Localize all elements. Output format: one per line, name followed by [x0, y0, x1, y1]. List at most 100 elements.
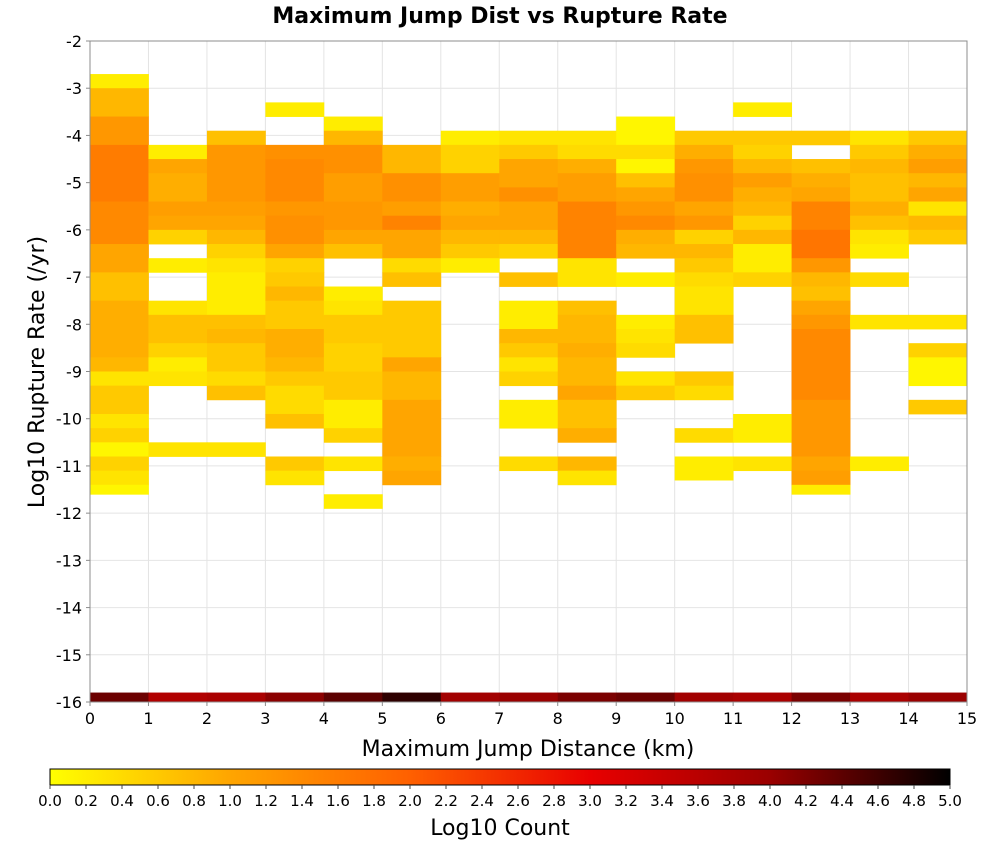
heatmap-cell — [557, 144, 617, 160]
heatmap-cell — [674, 286, 734, 316]
heatmap-cell — [206, 385, 266, 401]
heatmap-cell — [791, 187, 851, 202]
heatmap-cell — [733, 102, 792, 117]
y-tick-label: -11 — [56, 457, 82, 476]
heatmap-cell — [791, 314, 851, 330]
heatmap-cell — [791, 201, 851, 231]
heatmap-cell — [557, 159, 617, 174]
heatmap-cell — [382, 229, 442, 259]
heatmap-cell — [616, 116, 676, 146]
heatmap-cell — [148, 201, 208, 217]
colorbar-tick-label: 2.2 — [434, 792, 458, 810]
heatmap-cell — [557, 173, 617, 202]
y-tick-label: -5 — [66, 174, 82, 193]
heatmap-cell — [499, 229, 559, 245]
heatmap-cell — [382, 300, 442, 358]
x-tick-label: 1 — [143, 709, 153, 728]
heatmap-cell — [791, 286, 851, 302]
heatmap-cell — [850, 173, 909, 202]
heatmap-cell — [382, 357, 442, 372]
heatmap-cell — [265, 215, 325, 245]
heatmap-cell — [382, 173, 442, 202]
heatmap-cell — [148, 300, 208, 316]
heatmap-cell — [440, 258, 500, 273]
heatmap-cell — [733, 229, 792, 245]
heatmap-cell — [791, 130, 851, 146]
heatmap-cell — [674, 201, 734, 217]
heatmap-cell — [616, 272, 676, 287]
x-tick-label: 8 — [553, 709, 563, 728]
colorbar-tick-label: 0.4 — [110, 792, 134, 810]
heatmap-cell — [791, 484, 851, 495]
heatmap-cell — [382, 258, 442, 273]
heatmap-cell — [206, 272, 266, 316]
heatmap-cell — [557, 357, 617, 387]
colorbar-tick-label: 3.4 — [650, 792, 674, 810]
heatmap-cell — [206, 371, 266, 387]
y-tick-label: -4 — [66, 126, 82, 145]
y-tick-label: -15 — [56, 646, 82, 665]
colorbar — [49, 768, 951, 786]
heatmap-cell — [265, 144, 325, 160]
heatmap-cell — [90, 470, 149, 486]
colorbar-tick-label: 1.8 — [362, 792, 386, 810]
heatmap-cell — [323, 130, 383, 146]
heatmap-cell — [557, 314, 617, 344]
heatmap-cell — [616, 692, 676, 703]
heatmap-cell — [908, 357, 968, 387]
heatmap-cell — [791, 159, 851, 174]
heatmap-cell — [908, 399, 968, 415]
x-tick-label: 3 — [260, 709, 270, 728]
colorbar-tick-label: 0.6 — [146, 792, 170, 810]
x-tick-label: 13 — [840, 709, 860, 728]
heatmap-cell — [265, 286, 325, 302]
heatmap-cell — [323, 456, 383, 472]
heatmap-cell — [265, 329, 325, 358]
heatmap-cell — [90, 484, 149, 495]
heatmap-cell — [499, 456, 559, 472]
heatmap-cell — [499, 130, 559, 146]
heatmap-cell — [791, 300, 851, 316]
heatmap-cell — [908, 229, 968, 245]
heatmap-cell — [791, 173, 851, 188]
heatmap-cell — [557, 692, 617, 703]
heatmap-cell — [90, 442, 149, 457]
colorbar-tick-label: 1.2 — [254, 792, 278, 810]
heatmap-cell — [148, 258, 208, 273]
heatmap-cell — [148, 371, 208, 387]
heatmap-cell — [440, 144, 500, 174]
colorbar-tick-label: 2.8 — [542, 792, 566, 810]
heatmap-cell — [557, 428, 617, 443]
heatmap-cell — [733, 173, 792, 188]
heatmap-cell — [791, 456, 851, 472]
heatmap-cell — [265, 357, 325, 372]
heatmap-cell — [499, 144, 559, 160]
y-tick-label: -2 — [66, 32, 82, 51]
y-tick-label: -10 — [56, 410, 82, 429]
heatmap-cell — [733, 159, 792, 174]
heatmap-cell — [908, 159, 968, 174]
heatmap-cell — [440, 130, 500, 146]
x-tick-label: 11 — [723, 709, 743, 728]
heatmap-cell — [557, 201, 617, 259]
heatmap-cell — [850, 229, 909, 245]
x-tick-label: 9 — [611, 709, 621, 728]
heatmap-cell — [148, 343, 208, 358]
heatmap-cell — [616, 229, 676, 245]
heatmap-cell — [90, 300, 149, 358]
heatmap-cell — [908, 314, 968, 330]
colorbar-tick-label: 1.4 — [290, 792, 314, 810]
heatmap-cell — [90, 385, 149, 415]
heatmap-cell — [499, 159, 559, 188]
heatmap-cell — [616, 329, 676, 344]
heatmap-cell — [206, 329, 266, 344]
heatmap-cell — [616, 244, 676, 259]
y-tick-label: -12 — [56, 504, 82, 523]
heatmap-cell — [206, 215, 266, 231]
heatmap-cell — [206, 692, 266, 703]
heatmap-cell — [674, 456, 734, 481]
heatmap-cell — [265, 258, 325, 273]
heatmap-cell — [674, 244, 734, 259]
heatmap-cell — [791, 272, 851, 287]
